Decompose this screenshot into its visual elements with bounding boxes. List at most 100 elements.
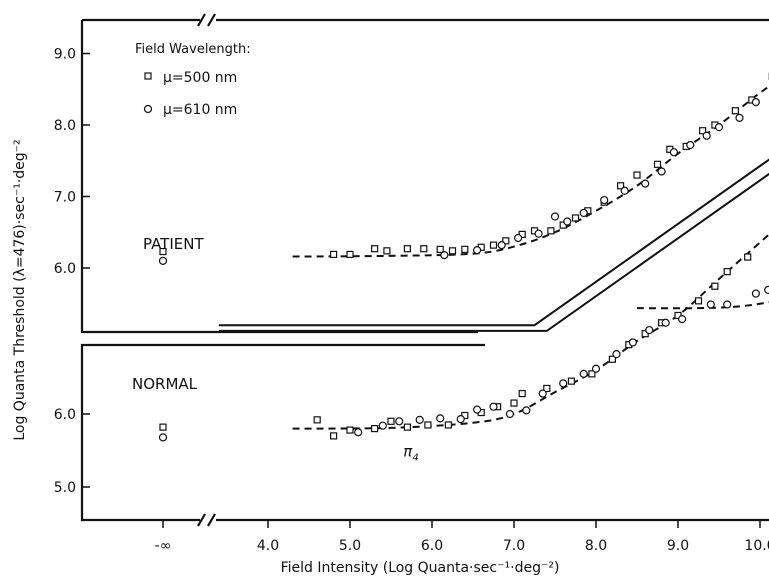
normal-square-point-0 — [313, 416, 321, 424]
y-axis-label: Log Quanta Threshold (λ=476)·sec⁻¹·deg⁻² — [12, 139, 28, 440]
normal-circle-point-19 — [706, 300, 715, 309]
x-axis-label: Field Intensity (Log Quanta·sec⁻¹·deg⁻²) — [281, 560, 560, 576]
patient-square-point-14 — [547, 227, 555, 235]
normal-square-point-16 — [608, 355, 617, 363]
normal-circle-point-13 — [591, 364, 601, 373]
normal-square-point-1 — [330, 432, 338, 440]
normal-circle-point-5 — [456, 415, 465, 424]
patient-circle-point-9 — [620, 186, 629, 195]
patient-square-point-19 — [616, 182, 625, 190]
patient-square-point-26 — [731, 107, 740, 115]
patient-square-point-20 — [633, 171, 641, 179]
normal-circle-point-21 — [751, 289, 761, 298]
patient-circle-point-4 — [534, 229, 543, 238]
normal-square-point-23 — [723, 268, 731, 276]
patient-square-point-2 — [371, 245, 379, 253]
patient-circle-point-16 — [735, 113, 744, 122]
normal-annotation-π4: π4 — [403, 442, 418, 463]
patient-circle-point-10 — [641, 179, 650, 188]
x-tick-label-6: 9.0 — [667, 538, 689, 554]
patient-circle-point-1 — [473, 246, 482, 255]
normal-frame — [80, 343, 769, 522]
normal-square-point-22 — [711, 282, 719, 290]
normal-circle-point-18 — [677, 315, 687, 324]
normal-circle-point-7 — [489, 402, 498, 411]
normal-circle-point-0 — [354, 428, 363, 437]
normal-circle-point-6 — [473, 405, 482, 414]
patient-label: PATIENT — [143, 235, 204, 253]
patient-neg-inf-square-point — [159, 247, 167, 256]
patient-circle-point-5 — [550, 212, 560, 221]
patient-square-point-21 — [653, 160, 662, 168]
normal-circle-point-10 — [538, 389, 547, 398]
patient-circle-point-14 — [702, 131, 711, 140]
normal-circle-point-1 — [378, 421, 387, 430]
normal-square-point-2 — [346, 426, 354, 434]
patient-square-point-5 — [420, 245, 428, 253]
axis-ticks: 6.07.08.09.05.06.0π4π1-∞4.05.06.07.08.09… — [54, 47, 769, 555]
patient-square-point-8 — [461, 245, 469, 254]
legend-circle-marker — [143, 104, 153, 114]
normal-label: NORMAL — [132, 375, 198, 393]
patient-curve-2 — [218, 172, 769, 332]
normal-circle-point-14 — [612, 350, 621, 359]
patient-y-tick-label-8: 8.0 — [54, 118, 76, 134]
x-tick-label-0: -∞ — [155, 538, 172, 554]
normal-circle-point-16 — [645, 325, 654, 335]
patient-circle-point-12 — [669, 148, 679, 157]
patient-circle-point-6 — [563, 217, 572, 226]
normal-circle-point-8 — [505, 409, 514, 419]
patient-y-tick-label-9: 9.0 — [54, 47, 76, 63]
normal-neg-inf-square-point — [159, 423, 167, 431]
normal-circle-point-9 — [522, 406, 531, 415]
patient-y-tick-label-6: 6.0 — [54, 261, 76, 277]
patient-circle-point-11 — [657, 167, 666, 176]
normal-circle-point-20 — [723, 300, 732, 309]
x-tick-label-3: 6.0 — [421, 538, 443, 554]
patient-square-point-10 — [489, 241, 498, 249]
patient-square-point-7 — [448, 247, 457, 255]
normal-circle-point-17 — [661, 318, 670, 327]
normal-y-tick-label-5: 5.0 — [54, 480, 76, 496]
patient-square-point-16 — [571, 214, 580, 222]
x-tick-label-7: 10.0 — [744, 538, 769, 554]
legend-title: Field Wavelength: — [135, 42, 251, 57]
normal-circle-point-15 — [628, 338, 638, 347]
normal-square-point-21 — [694, 297, 703, 305]
patient-circle-point-8 — [600, 195, 609, 205]
normal-square-point-6 — [424, 421, 432, 429]
patient-frame — [80, 18, 769, 334]
normal-curve-1 — [636, 301, 769, 310]
normal-neg-inf-circle-point — [158, 433, 168, 442]
patient-square-point-11 — [502, 237, 510, 245]
legend-label-500: μ=500 nm — [163, 70, 237, 86]
normal-square-point-14 — [567, 377, 576, 385]
normal-square-point-15 — [588, 370, 596, 378]
patient-square-point-4 — [403, 245, 411, 253]
normal-square-point-13 — [543, 384, 551, 393]
normal-circle-point-2 — [395, 417, 404, 426]
patient-circle-point-17 — [751, 98, 761, 107]
legend-square-marker — [144, 72, 152, 80]
normal-square-point-11 — [510, 399, 518, 407]
normal-circle-point-22 — [764, 285, 769, 294]
normal-square-point-12 — [518, 389, 526, 398]
patient-circle-point-13 — [686, 140, 695, 150]
normal-square-point-24 — [744, 253, 752, 261]
normal-circle-point-11 — [559, 379, 568, 388]
patient-circle-point-15 — [714, 123, 724, 132]
patient-square-point-1 — [346, 250, 354, 259]
normal-y-tick-label-6: 6.0 — [54, 407, 76, 423]
patient-square-point-3 — [383, 247, 391, 255]
patient-y-tick-label-7: 7.0 — [54, 190, 76, 206]
patient-panel — [80, 13, 769, 334]
normal-panel — [80, 343, 769, 527]
data-points — [158, 72, 769, 442]
patient-square-point-0 — [330, 250, 338, 259]
patient-circle-point-2 — [497, 241, 506, 250]
legend-label-610: μ=610 nm — [163, 102, 237, 118]
legend: Field Wavelength: μ=500 nm μ=610 nm — [135, 42, 251, 118]
fit-curves — [218, 85, 769, 430]
patient-square-point-6 — [436, 245, 444, 254]
patient-circle-point-7 — [579, 208, 588, 218]
